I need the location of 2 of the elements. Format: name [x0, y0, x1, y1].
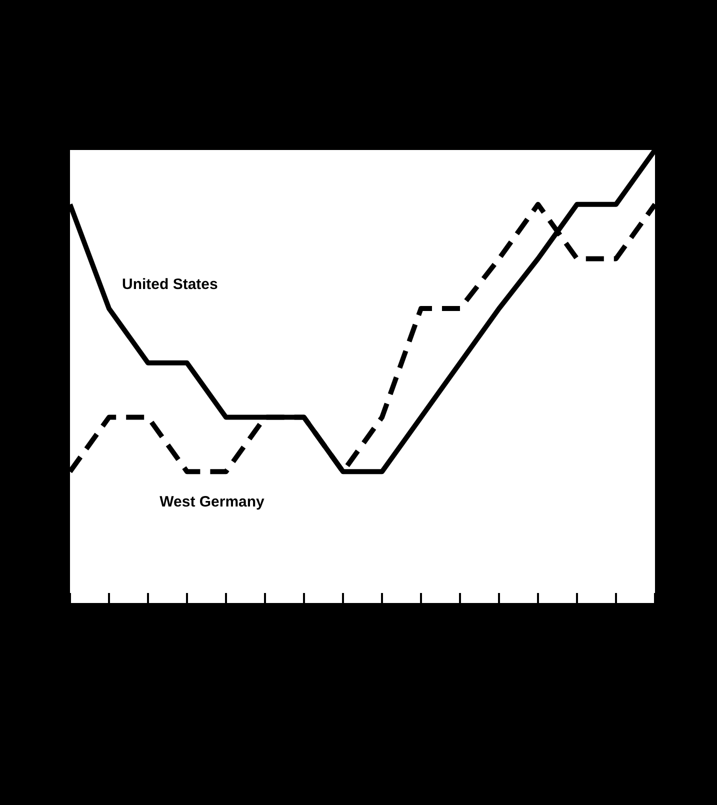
- text: West Germany: [160, 494, 266, 511]
- series-label: United States: [122, 276, 218, 294]
